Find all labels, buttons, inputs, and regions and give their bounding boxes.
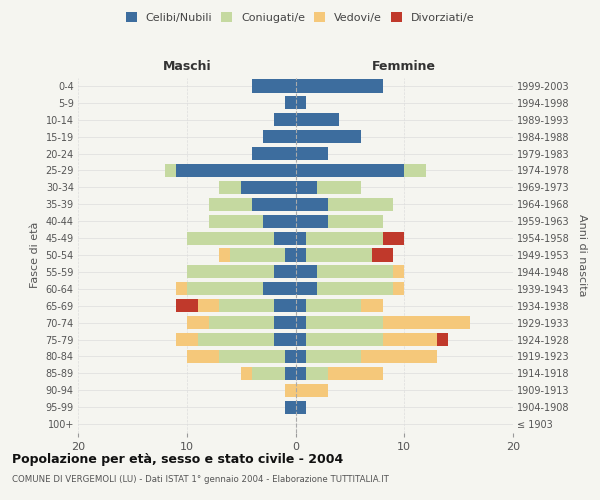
Y-axis label: Fasce di età: Fasce di età [30, 222, 40, 288]
Bar [197, 299, 220, 312]
Bar [394, 282, 404, 296]
Bar [284, 400, 296, 413]
Bar [241, 181, 296, 194]
Bar [187, 316, 209, 329]
Bar [296, 181, 317, 194]
Bar [284, 350, 296, 363]
Bar [361, 350, 437, 363]
Bar [274, 316, 296, 329]
Bar [296, 366, 307, 380]
Bar [307, 316, 383, 329]
Bar [209, 214, 263, 228]
Bar [307, 248, 371, 262]
Bar [197, 333, 274, 346]
Bar [274, 299, 296, 312]
Bar [187, 232, 274, 244]
Bar [274, 266, 296, 278]
Text: Maschi: Maschi [163, 60, 211, 73]
Bar [284, 248, 296, 262]
Bar [187, 282, 263, 296]
Bar [307, 366, 328, 380]
Bar [296, 266, 317, 278]
Bar [404, 164, 426, 177]
Bar [296, 96, 307, 110]
Bar [296, 316, 307, 329]
Bar [383, 333, 437, 346]
Bar [296, 248, 307, 262]
Bar [165, 164, 176, 177]
Bar [383, 316, 470, 329]
Bar [220, 181, 241, 194]
Bar [296, 164, 404, 177]
Bar [241, 366, 252, 380]
Bar [328, 366, 383, 380]
Bar [296, 214, 328, 228]
Bar [296, 350, 307, 363]
Bar [209, 316, 274, 329]
Bar [296, 232, 307, 244]
Bar [317, 266, 394, 278]
Text: Femmine: Femmine [372, 60, 436, 73]
Bar [317, 282, 394, 296]
Bar [284, 366, 296, 380]
Bar [328, 214, 383, 228]
Text: COMUNE DI VERGEMOLI (LU) - Dati ISTAT 1° gennaio 2004 - Elaborazione TUTTITALIA.: COMUNE DI VERGEMOLI (LU) - Dati ISTAT 1°… [12, 475, 389, 484]
Bar [383, 232, 404, 244]
Bar [187, 266, 274, 278]
Bar [176, 282, 187, 296]
Bar [252, 366, 284, 380]
Bar [317, 181, 361, 194]
Bar [296, 384, 328, 397]
Bar [274, 333, 296, 346]
Bar [296, 147, 328, 160]
Bar [220, 248, 230, 262]
Bar [263, 214, 296, 228]
Bar [220, 350, 284, 363]
Bar [284, 384, 296, 397]
Bar [361, 299, 383, 312]
Bar [176, 164, 296, 177]
Bar [296, 80, 383, 92]
Bar [296, 299, 307, 312]
Bar [187, 350, 220, 363]
Bar [263, 282, 296, 296]
Bar [296, 282, 317, 296]
Bar [274, 232, 296, 244]
Bar [284, 96, 296, 110]
Y-axis label: Anni di nascita: Anni di nascita [577, 214, 587, 296]
Bar [296, 400, 307, 413]
Bar [296, 130, 361, 143]
Bar [220, 299, 274, 312]
Bar [328, 198, 394, 211]
Bar [252, 147, 296, 160]
Bar [230, 248, 284, 262]
Bar [296, 198, 328, 211]
Bar [307, 350, 361, 363]
Bar [176, 299, 197, 312]
Bar [252, 198, 296, 211]
Bar [371, 248, 394, 262]
Legend: Celibi/Nubili, Coniugati/e, Vedovi/e, Divorziati/e: Celibi/Nubili, Coniugati/e, Vedovi/e, Di… [121, 8, 479, 28]
Bar [296, 113, 339, 126]
Bar [307, 299, 361, 312]
Bar [307, 333, 383, 346]
Bar [274, 113, 296, 126]
Text: Popolazione per età, sesso e stato civile - 2004: Popolazione per età, sesso e stato civil… [12, 452, 343, 466]
Bar [252, 80, 296, 92]
Bar [394, 266, 404, 278]
Bar [307, 232, 383, 244]
Bar [209, 198, 252, 211]
Bar [176, 333, 197, 346]
Bar [437, 333, 448, 346]
Bar [296, 333, 307, 346]
Bar [263, 130, 296, 143]
